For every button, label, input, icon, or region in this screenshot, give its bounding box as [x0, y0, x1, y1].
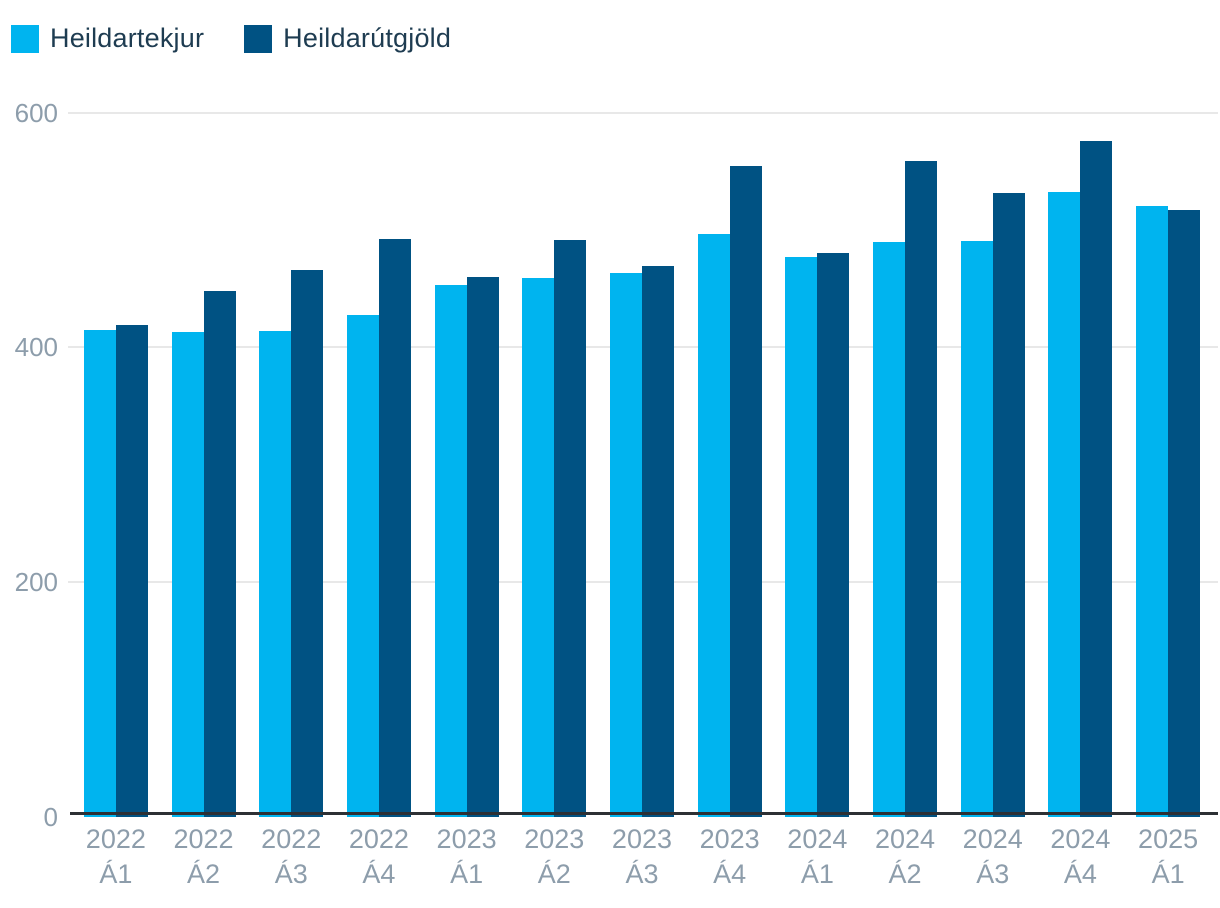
bar-heildartekjur[interactable]: [697, 234, 730, 817]
bars-row: [72, 97, 1212, 817]
chart-legend: Heildartekjur Heildarútgjöld: [11, 23, 451, 54]
bar-group-2023-á1: [423, 97, 511, 817]
bar-heildarutgjold[interactable]: [992, 193, 1025, 817]
legend-item-heildartekjur[interactable]: Heildartekjur: [11, 23, 204, 54]
x-tick-quarter: Á3: [976, 859, 1010, 889]
bar-heildarutgjold[interactable]: [554, 240, 587, 817]
bar-heildartekjur[interactable]: [83, 330, 116, 817]
bar-group-2024-á4: [1037, 97, 1125, 817]
bar-group-2023-á2: [510, 97, 598, 817]
bar-heildarutgjold[interactable]: [1080, 141, 1113, 817]
x-tick-year: 2022: [173, 824, 234, 854]
bar-group-2024-á3: [949, 97, 1037, 817]
x-axis-labels: 2022 Á1 2022 Á2 2022 Á3 2022 Á4 2023 Á1 2023 Á2 2023…: [72, 822, 1212, 892]
x-tick-label: 2024 Á2: [861, 822, 949, 892]
x-tick-year: 2022: [261, 824, 322, 854]
bar-heildarutgjold[interactable]: [729, 166, 762, 817]
bar-group-2022-á1: [72, 97, 160, 817]
x-tick-quarter: Á3: [625, 859, 659, 889]
bar-group-2022-á4: [335, 97, 423, 817]
bar-heildartekjur[interactable]: [873, 242, 906, 817]
bar-group-2025-á1: [1124, 97, 1212, 817]
bar-group-2022-á2: [160, 97, 248, 817]
legend-label-heildartekjur: Heildartekjur: [50, 23, 205, 53]
x-tick-label: 2023 Á2: [510, 822, 598, 892]
x-tick-year: 2024: [1050, 824, 1111, 854]
x-tick-label: 2023 Á3: [598, 822, 686, 892]
bar-group-2023-á3: [598, 97, 686, 817]
bar-group-2022-á3: [247, 97, 335, 817]
y-tick-label-0: 0: [43, 801, 58, 832]
y-tick-label-600: 600: [14, 97, 58, 128]
gridline-600: [68, 111, 1218, 114]
bar-heildartekjur[interactable]: [609, 273, 642, 817]
bar-heildartekjur[interactable]: [1136, 206, 1169, 817]
bar-heildarutgjold[interactable]: [466, 277, 499, 817]
legend-swatch-heildarutgjold-icon: [244, 24, 273, 53]
x-tick-label: 2022 Á2: [160, 822, 248, 892]
bar-heildartekjur[interactable]: [259, 331, 292, 817]
y-tick-label-200: 200: [14, 566, 58, 597]
x-tick-label: 2025 Á1: [1124, 822, 1212, 892]
bar-heildartekjur[interactable]: [171, 332, 204, 817]
y-tick-label-400: 400: [14, 332, 58, 363]
x-tick-year: 2024: [962, 824, 1023, 854]
x-tick-quarter: Á1: [800, 859, 834, 889]
bar-heildartekjur[interactable]: [346, 315, 379, 817]
x-tick-label: 2024 Á3: [949, 822, 1037, 892]
x-tick-year: 2022: [85, 824, 146, 854]
bar-heildarutgjold[interactable]: [641, 266, 674, 817]
bar-heildartekjur[interactable]: [434, 285, 467, 817]
x-tick-quarter: Á4: [713, 859, 747, 889]
bar-heildartekjur[interactable]: [1048, 192, 1081, 817]
bar-heildarutgjold[interactable]: [378, 239, 411, 817]
x-tick-quarter: Á4: [362, 859, 396, 889]
legend-label-heildarutgjold: Heildarútgjöld: [283, 23, 452, 53]
legend-swatch-heildartekjur-icon: [11, 24, 39, 53]
x-tick-year: 2024: [874, 824, 936, 854]
bar-heildarutgjold[interactable]: [115, 325, 148, 817]
bar-heildartekjur[interactable]: [785, 257, 818, 817]
x-tick-label: 2022 Á1: [72, 822, 160, 892]
x-tick-label: 2022 Á4: [335, 822, 423, 892]
bar-group-2024-á1: [774, 97, 862, 817]
bar-heildarutgjold[interactable]: [203, 291, 236, 817]
x-tick-year: 2022: [348, 824, 409, 854]
x-tick-year: 2023: [524, 824, 585, 854]
x-tick-quarter: Á3: [274, 859, 308, 889]
bar-heildarutgjold[interactable]: [905, 161, 938, 817]
bar-heildarutgjold[interactable]: [1168, 210, 1201, 817]
x-tick-year: 2023: [436, 824, 497, 854]
x-tick-label: 2024 Á4: [1037, 822, 1125, 892]
bar-heildartekjur[interactable]: [960, 241, 993, 817]
x-tick-quarter: Á2: [187, 859, 221, 889]
bar-heildarutgjold[interactable]: [817, 253, 850, 817]
x-tick-quarter: Á1: [1151, 859, 1185, 889]
bar-heildartekjur[interactable]: [522, 278, 555, 817]
x-tick-year: 2023: [611, 824, 672, 854]
bar-group-2024-á2: [861, 97, 949, 817]
x-tick-quarter: Á1: [99, 859, 133, 889]
legend-item-heildarutgjold[interactable]: Heildarútgjöld: [244, 23, 451, 54]
x-tick-label: 2024 Á1: [774, 822, 862, 892]
x-tick-quarter: Á4: [1063, 859, 1097, 889]
x-tick-quarter: Á2: [888, 859, 922, 889]
x-tick-year: 2024: [787, 824, 848, 854]
x-tick-quarter: Á1: [450, 859, 484, 889]
bar-group-2023-á4: [686, 97, 774, 817]
x-tick-label: 2022 Á3: [247, 822, 335, 892]
x-tick-quarter: Á2: [537, 859, 571, 889]
x-axis-line: [70, 812, 1218, 815]
x-tick-label: 2023 Á4: [686, 822, 774, 892]
bar-heildarutgjold[interactable]: [291, 270, 324, 817]
x-tick-year: 2023: [699, 824, 760, 854]
x-tick-year: 2025: [1138, 824, 1199, 854]
x-tick-label: 2023 Á1: [423, 822, 511, 892]
